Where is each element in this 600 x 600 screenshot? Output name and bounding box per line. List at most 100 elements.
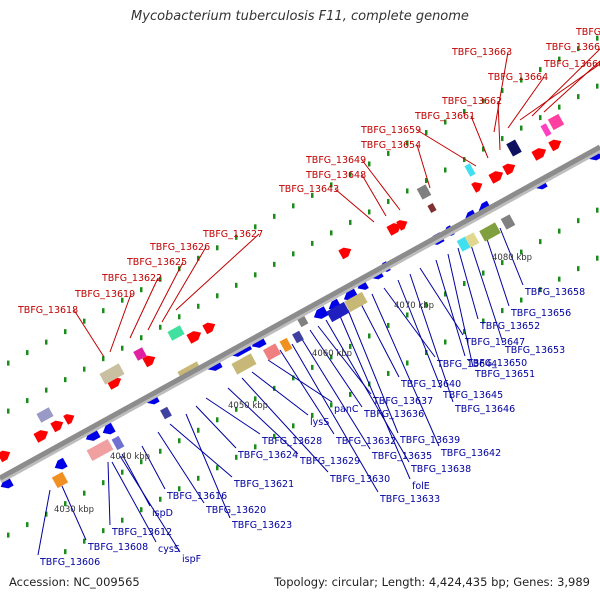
gene-box[interactable]	[427, 203, 437, 213]
forward-gene-arrow[interactable]	[142, 353, 157, 368]
reverse-gene-label[interactable]: TBFG_13640	[400, 379, 461, 390]
reverse-gene-label[interactable]: cysS	[158, 544, 180, 555]
gene-box[interactable]	[133, 347, 147, 361]
reverse-gene-label[interactable]: TBFG_13606	[39, 557, 100, 568]
forward-gene-arrow[interactable]	[386, 220, 403, 236]
forward-gene-arrow[interactable]	[531, 145, 548, 161]
gene-box[interactable]	[540, 123, 552, 137]
forward-gene-arrow[interactable]	[338, 245, 353, 260]
gene-box[interactable]	[167, 325, 185, 341]
reverse-gene-label[interactable]: TBFG_13653	[504, 345, 565, 356]
forward-gene-label[interactable]: TBFG_13619	[74, 289, 135, 300]
forward-gene-label[interactable]: TBFG_13668	[575, 27, 600, 38]
label-leader	[109, 293, 132, 353]
forward-gene-label[interactable]: TBFG_13661	[414, 111, 475, 122]
gene-box[interactable]	[99, 363, 125, 385]
forward-gene-label[interactable]: TBFG_13625	[126, 257, 187, 268]
reverse-gene-label[interactable]: TBFG_13645	[442, 390, 503, 401]
reverse-gene-label[interactable]: TBFG_13639	[399, 435, 460, 446]
reverse-gene-label[interactable]: panC	[334, 404, 359, 415]
reverse-gene-label[interactable]: TBFG_13647	[464, 337, 525, 348]
gene-box[interactable]	[231, 353, 257, 375]
gene-box[interactable]	[344, 291, 368, 313]
reverse-gene-label[interactable]: TBFG_13650	[466, 358, 527, 369]
forward-gene-arrow[interactable]	[186, 328, 203, 344]
gene-box[interactable]	[464, 232, 480, 248]
reverse-gene-label[interactable]: TBFG_13636	[363, 409, 424, 420]
forward-gene-arrow[interactable]	[0, 448, 13, 463]
reverse-gene-arrow[interactable]	[52, 457, 68, 473]
forward-gene-arrow[interactable]	[548, 137, 563, 152]
forward-gene-label[interactable]: TBFG_13622	[101, 273, 162, 284]
gene-box[interactable]	[479, 222, 501, 242]
forward-gene-label[interactable]: TBFG_13627	[202, 229, 263, 240]
reverse-gene-label[interactable]: TBFG_13651	[474, 369, 535, 380]
reverse-gene-label[interactable]: TBFG_13646	[454, 404, 515, 415]
reverse-gene-label[interactable]: TBFG_13612	[111, 527, 172, 538]
forward-gene-arrow[interactable]	[488, 168, 505, 184]
gene-box[interactable]	[111, 435, 125, 451]
forward-gene-arrow[interactable]	[50, 418, 65, 433]
forward-gene-label[interactable]: TBFG_13664	[487, 72, 548, 83]
gene-box[interactable]	[456, 236, 472, 252]
forward-gene-label[interactable]: TBFG_13649	[305, 155, 366, 166]
gene-box-shape	[464, 163, 476, 177]
reverse-gene-label[interactable]: TBFG_13642	[440, 448, 501, 459]
forward-gene-arrow[interactable]	[33, 427, 50, 443]
reverse-gene-label[interactable]: TBFG_13658	[524, 287, 585, 298]
forward-gene-label[interactable]: TBFG_13667	[545, 42, 600, 53]
reverse-gene-label[interactable]: TBFG_13644	[436, 359, 497, 370]
reverse-gene-label[interactable]: TBFG_13635	[371, 451, 432, 462]
gene-box[interactable]	[292, 330, 304, 344]
reverse-gene-label[interactable]: TBFG_13624	[237, 450, 298, 461]
gene-box[interactable]	[326, 301, 350, 323]
reverse-gene-label[interactable]: TBFG_13637	[372, 396, 433, 407]
gene-box[interactable]	[36, 407, 54, 423]
reverse-gene-arrow[interactable]	[83, 428, 101, 444]
reverse-gene-label[interactable]: TBFG_13633	[379, 494, 440, 505]
forward-gene-arrow[interactable]	[502, 161, 517, 176]
forward-gene-label[interactable]: TBFG_13626	[149, 242, 210, 253]
reverse-gene-label[interactable]: lysS	[310, 417, 329, 428]
gene-box[interactable]	[506, 139, 522, 157]
gene-box[interactable]	[86, 438, 114, 462]
gene-box[interactable]	[279, 337, 293, 353]
reverse-gene-label[interactable]: TBFG_13656	[510, 308, 571, 319]
reverse-gene-label[interactable]: TBFG_13652	[479, 321, 540, 332]
forward-gene-label[interactable]: TBFG_13648	[305, 170, 366, 181]
forward-gene-arrow[interactable]	[63, 411, 77, 425]
gene-box[interactable]	[547, 113, 565, 131]
gene-box[interactable]	[500, 214, 516, 230]
forward-gene-arrow[interactable]	[396, 217, 410, 231]
gene-box[interactable]	[416, 184, 432, 200]
reverse-gene-label[interactable]: TBFG_13632	[335, 436, 396, 447]
reverse-gene-label[interactable]: folE	[412, 481, 430, 492]
reverse-gene-label[interactable]: TBFG_13628	[261, 436, 322, 447]
gene-box[interactable]	[464, 163, 476, 177]
forward-gene-label[interactable]: TBFG_13618	[17, 305, 78, 316]
forward-gene-label[interactable]: TBFG_13663	[451, 47, 512, 58]
reverse-gene-label[interactable]: TBFG_13629	[299, 456, 360, 467]
label-leader	[37, 489, 51, 556]
forward-gene-label[interactable]: TBFG_13654	[360, 140, 421, 151]
forward-gene-label[interactable]: TBFG_13643	[278, 184, 339, 195]
reverse-gene-label[interactable]: TBFG_13638	[410, 464, 471, 475]
reverse-gene-arrow[interactable]	[311, 306, 329, 322]
gene-box[interactable]	[51, 471, 69, 489]
reverse-gene-arrow[interactable]	[100, 422, 116, 438]
reverse-gene-label[interactable]: ispD	[152, 508, 173, 519]
forward-gene-label[interactable]: TBFG_13666	[543, 59, 600, 70]
forward-gene-label[interactable]: TBFG_13659	[360, 125, 421, 136]
reverse-gene-label[interactable]: TBFG_13616	[166, 491, 227, 502]
reverse-gene-label[interactable]: TBFG_13620	[205, 505, 266, 516]
forward-gene-arrow[interactable]	[471, 179, 485, 193]
gene-box[interactable]	[262, 343, 282, 361]
reverse-gene-label[interactable]: TBFG_13630	[329, 474, 390, 485]
reverse-gene-label[interactable]: TBFG_13621	[233, 479, 294, 490]
reverse-gene-label[interactable]: TBFG_13608	[87, 542, 148, 553]
gene-box[interactable]	[160, 406, 172, 420]
reverse-gene-label[interactable]: ispF	[182, 554, 201, 565]
forward-gene-label[interactable]: TBFG_13662	[441, 96, 502, 107]
reverse-gene-label[interactable]: TBFG_13623	[231, 520, 292, 531]
forward-gene-arrow[interactable]	[202, 320, 217, 335]
